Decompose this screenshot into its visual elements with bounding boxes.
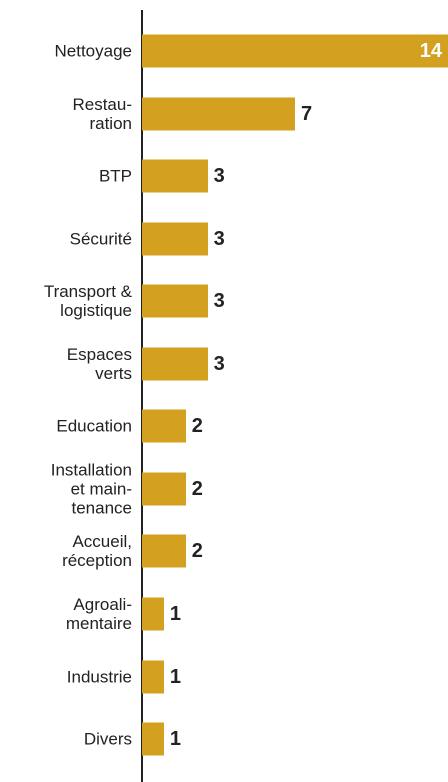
bar [142,472,186,506]
category-label: Agroali- mentaire [65,594,132,633]
bar [142,722,164,756]
category-label: Divers [83,729,132,749]
value-label: 7 [301,102,313,125]
y-axis-line [141,10,143,782]
value-label: 14 [419,40,442,62]
value-label: 3 [213,227,225,250]
category-label: Nettoyage [54,41,133,61]
value-label: 1 [169,728,181,751]
category-label: Espaces verts [66,344,132,383]
value-label: 1 [169,602,181,625]
bar [142,660,164,693]
category-label: Industrie [66,667,132,686]
category-label: Education [56,416,132,436]
category-label: Restau- ration [72,94,132,133]
bar [142,409,186,443]
bar [142,597,164,631]
category-label: Sécurité [69,229,132,249]
bar [142,222,208,256]
category-label: Installation et main- tenance [50,460,132,518]
bar [142,34,448,68]
bar [142,347,208,381]
value-label: 3 [213,352,225,375]
bar [142,534,186,568]
category-label: BTP [98,166,132,186]
category-label: Transport & logistique [43,282,132,321]
value-label: 3 [213,290,225,313]
value-label: 2 [191,477,203,500]
value-label: 2 [191,415,203,438]
value-label: 2 [191,540,203,563]
category-label: Accueil, réception [62,532,132,571]
bar [142,97,295,131]
bar [142,284,208,318]
bar [142,159,208,193]
value-label: 1 [169,665,181,688]
value-label: 3 [213,165,225,188]
